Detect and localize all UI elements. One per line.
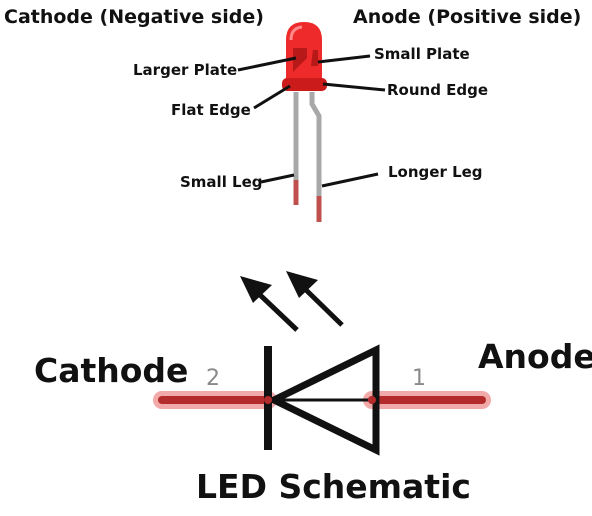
schematic-anode-label: Anode [478,340,592,373]
label-flat-edge: Flat Edge [171,103,251,118]
led-component [282,22,327,222]
label-longer-leg: Longer Leg [388,165,483,180]
label-round-edge: Round Edge [387,83,488,98]
schematic-title: LED Schematic [196,470,471,503]
label-larger-plate: Larger Plate [133,63,237,78]
anode-header: Anode (Positive side) [353,8,581,27]
callout-small-leg [261,175,294,182]
cathode-header: Cathode (Negative side) [4,8,264,27]
callout-flat-edge [254,86,290,108]
callout-small-plate [318,56,370,62]
callout-round-edge [323,84,385,90]
light-arrow-1 [258,293,297,330]
pin-number-cathode: 2 [206,368,220,390]
callout-longer-leg [322,174,378,186]
cathode-node [264,396,272,404]
led-schematic [162,271,482,450]
anode-node [368,396,376,404]
led-rim [282,78,327,91]
label-small-leg: Small Leg [180,175,263,190]
label-small-plate: Small Plate [374,47,470,62]
light-arrow-2 [304,288,342,325]
schematic-cathode-label: Cathode [34,354,188,387]
pin-number-anode: 1 [412,368,426,390]
